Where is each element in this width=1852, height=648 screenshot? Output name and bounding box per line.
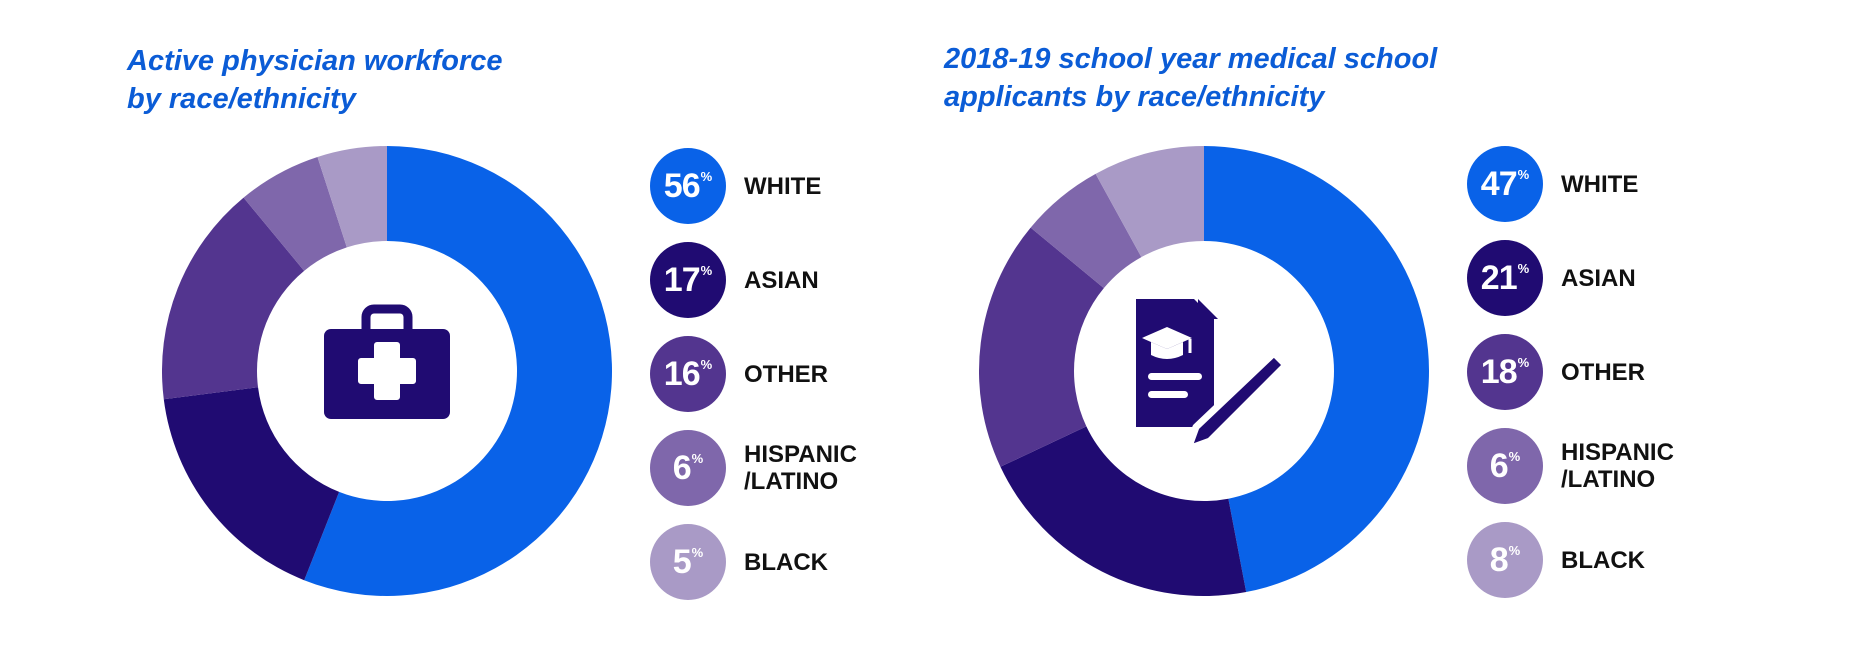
value-badge: 21%	[1467, 240, 1543, 316]
percent-sign: %	[1517, 355, 1530, 370]
category-label: ASIAN	[1561, 264, 1636, 292]
value-badge: 16%	[650, 336, 726, 412]
value-label: 21	[1480, 259, 1518, 297]
value-label: 6	[672, 449, 692, 487]
school-applicants-donut	[979, 146, 1429, 596]
percent-sign: %	[1517, 167, 1530, 182]
value-badge: 5%	[650, 524, 726, 600]
category-label: OTHER	[1561, 358, 1645, 386]
percent-sign: %	[1508, 449, 1521, 464]
category-label: HISPANIC /LATINO	[744, 441, 857, 495]
value-badge: 8%	[1467, 522, 1543, 598]
value-badge: 18%	[1467, 334, 1543, 410]
value-label: 17	[663, 261, 701, 299]
donut-slice-other	[979, 227, 1104, 467]
donut-slice-hispanic-latino	[1030, 173, 1142, 289]
value-label: 56	[663, 167, 701, 205]
percent-sign: %	[700, 357, 713, 372]
value-label: 5	[672, 543, 692, 581]
percent-sign: %	[691, 451, 704, 466]
value-badge: 17%	[650, 242, 726, 318]
donut-slice-white	[1204, 146, 1429, 593]
category-label: BLACK	[744, 548, 828, 576]
category-label: WHITE	[744, 172, 822, 200]
category-label: HISPANIC /LATINO	[1561, 439, 1674, 493]
category-label: ASIAN	[744, 266, 819, 294]
value-label: 8	[1489, 541, 1509, 579]
percent-sign: %	[700, 169, 713, 184]
value-badge: 6%	[1467, 428, 1543, 504]
percent-sign: %	[1517, 261, 1530, 276]
percent-sign: %	[700, 263, 713, 278]
value-label: 18	[1480, 353, 1518, 391]
donut-slice-white	[304, 146, 612, 596]
category-label: BLACK	[1561, 546, 1645, 574]
value-badge: 56%	[650, 148, 726, 224]
donut-slice-black	[1095, 146, 1204, 258]
chart-title: Active physician workforce by race/ethni…	[127, 45, 503, 115]
donut-slice-black	[317, 146, 387, 248]
school-applicants-panel: 2018-19 school year medical school appli…	[926, 0, 1852, 648]
chart-title: 2018-19 school year medical school appli…	[944, 43, 1438, 113]
graduation-document-icon	[1136, 299, 1290, 453]
medical-kit-icon	[324, 304, 450, 419]
donut-slice-hispanic-latino	[243, 157, 347, 271]
percent-sign: %	[691, 545, 704, 560]
percent-sign: %	[1508, 543, 1521, 558]
donut-slice-asian	[163, 387, 340, 581]
value-label: 6	[1489, 447, 1509, 485]
donut-slice-asian	[1000, 426, 1247, 596]
value-badge: 6%	[650, 430, 726, 506]
value-label: 47	[1480, 165, 1518, 203]
physician-workforce-panel: Active physician workforce by race/ethni…	[127, 45, 857, 600]
donut-slice-other	[162, 197, 305, 400]
value-badge: 47%	[1467, 146, 1543, 222]
category-label: OTHER	[744, 360, 828, 388]
value-label: 16	[663, 355, 701, 393]
category-label: WHITE	[1561, 170, 1639, 198]
physician-workforce-donut	[162, 146, 612, 596]
